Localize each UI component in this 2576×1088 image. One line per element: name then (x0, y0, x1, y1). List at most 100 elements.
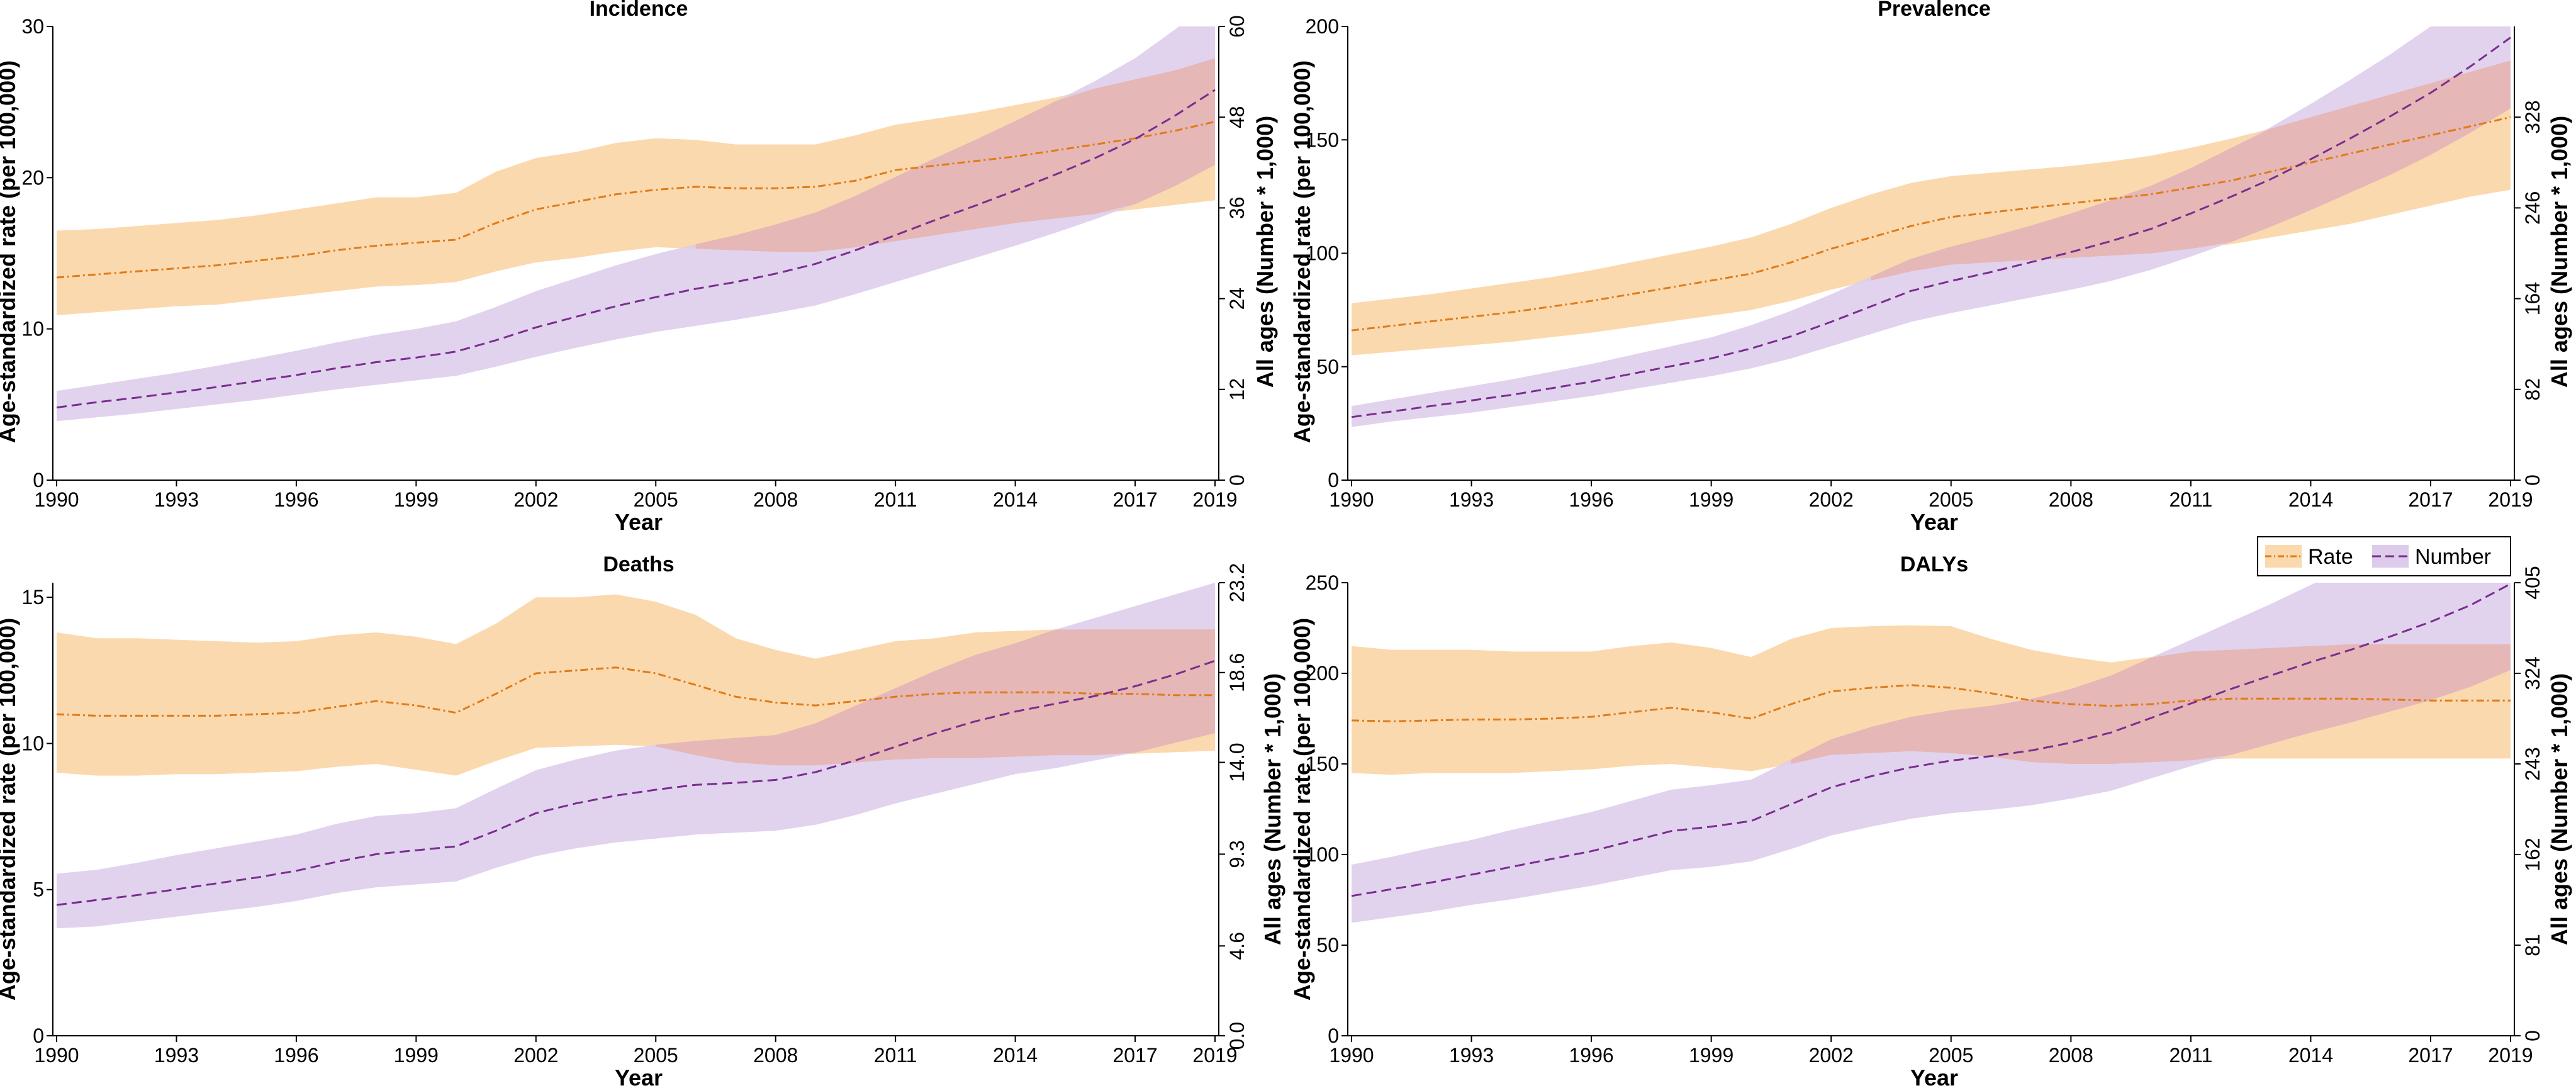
y2-tick-label: 82 (2521, 378, 2544, 401)
panel-title: Prevalence (1878, 0, 1991, 21)
x-tick-label: 1999 (1689, 488, 1733, 511)
left-y-axis-label: Age-standardized rate (per 100,000) (1289, 618, 1315, 1001)
x-tick-label: 2017 (2408, 488, 2453, 511)
y-tick-label: 0 (1328, 1024, 1339, 1047)
plot-area (1351, 26, 2511, 427)
x-tick-label: 2017 (1112, 1044, 1157, 1067)
x-tick-label: 2011 (2169, 488, 2212, 511)
y2-tick-label: 48 (1226, 106, 1248, 128)
x-axis-label: Year (1910, 509, 1958, 535)
x-tick-label: 2008 (753, 488, 798, 511)
rate-line (56, 666, 1215, 717)
x-tick-label: 1996 (274, 1044, 318, 1067)
x-tick-label: 2019 (1192, 488, 1237, 511)
number-line (56, 89, 1216, 409)
y-tick-label: 200 (1306, 662, 1339, 685)
x-tick-label: 2008 (753, 1044, 798, 1067)
y-tick-label: 30 (21, 15, 44, 38)
x-tick-label: 1990 (1329, 1044, 1374, 1067)
number-line (56, 659, 1216, 906)
rate-line (56, 120, 1216, 279)
legend: Rate Number (2257, 536, 2511, 576)
plot-area (1351, 583, 2511, 923)
right-y-axis-label: All ages (Number * 1,000) (1252, 116, 1278, 388)
right-y-axis-label: All ages (Number * 1,000) (2546, 673, 2572, 945)
x-tick-label: 2005 (1929, 1044, 1973, 1067)
x-tick-label: 2011 (874, 488, 917, 511)
y2-tick-label: 0.0 (1226, 1022, 1248, 1050)
panel-title: Deaths (603, 552, 674, 576)
x-axis-label: Year (1910, 1065, 1958, 1088)
x-tick-label: 1990 (34, 1044, 79, 1067)
dalys-panel: DALYs 1990 1993 1996 1999 2002 2005 2008 2011 20… (1289, 552, 2572, 1088)
right-y-axis-ticks: 0.0 4.6 9.3 14.0 18.6 23.2 (1219, 563, 1248, 1050)
x-tick-label: 1990 (1329, 488, 1374, 511)
y-tick-label: 15 (21, 586, 44, 608)
right-y-axis-ticks: 0 82 164 246 328 (2514, 101, 2544, 486)
left-y-axis-label: Age-standardized rate (per 100,000) (1289, 60, 1315, 443)
left-y-axis-label: Age-standardized rate (per 100,000) (0, 618, 20, 1001)
x-tick-label: 2014 (2288, 488, 2333, 511)
x-tick-label: 2002 (513, 488, 558, 511)
y2-tick-label: 36 (1226, 197, 1248, 220)
prevalence-panel: Prevalence 1990 1993 1996 1999 2002 2005 2008 2… (1289, 0, 2572, 535)
y2-tick-label: 4.6 (1226, 932, 1248, 960)
incidence-panel: Incidence 1990 1993 1996 1999 2002 2005 2008 20… (0, 0, 1278, 535)
y2-tick-label: 164 (2521, 282, 2544, 315)
y2-tick-label: 405 (2521, 566, 2544, 599)
deaths-panel: Deaths 1990 1993 1996 1999 2002 2005 2008 2011 2… (0, 552, 1285, 1088)
y2-tick-label: 9.3 (1226, 840, 1248, 868)
x-tick-label: 2014 (2288, 1044, 2333, 1067)
rate-uncertainty-band (1352, 60, 2511, 356)
right-y-axis-ticks: 0 81 162 243 324 405 (2514, 566, 2544, 1041)
x-tick-label: 2005 (634, 488, 678, 511)
x-tick-label: 2008 (2049, 1044, 2093, 1067)
y2-tick-label: 23.2 (1226, 563, 1248, 602)
rate-uncertainty-band (57, 58, 1215, 315)
y-tick-label: 0 (1328, 469, 1339, 491)
x-tick-label: 1990 (34, 488, 79, 511)
overlap-band (695, 58, 1215, 252)
y2-tick-label: 0 (1226, 474, 1248, 486)
left-y-axis-ticks: 0 5 10 15 (21, 586, 53, 1047)
x-tick-label: 2019 (2488, 488, 2533, 511)
y-tick-label: 10 (21, 318, 44, 340)
x-tick-label: 2019 (2488, 1044, 2533, 1067)
x-tick-label: 1999 (394, 488, 439, 511)
y-tick-label: 50 (1316, 934, 1339, 956)
left-y-axis-label: Age-standardized rate (per 100,000) (0, 60, 20, 443)
right-y-axis-label: All ages (Number * 1,000) (2546, 116, 2572, 388)
panel-title: DALYs (1900, 552, 1968, 576)
y2-tick-label: 0 (2521, 474, 2544, 486)
x-tick-label: 2019 (1192, 1044, 1237, 1067)
y-tick-label: 150 (1306, 753, 1339, 775)
x-tick-label: 2002 (513, 1044, 558, 1067)
x-tick-label: 1999 (394, 1044, 439, 1067)
rate-line (1351, 684, 2511, 722)
x-tick-label: 2005 (1929, 488, 1973, 511)
left-y-axis-ticks: 0 10 20 30 (21, 15, 53, 491)
x-tick-label: 1993 (154, 1044, 199, 1067)
y-tick-label: 0 (33, 1024, 44, 1047)
number-uncertainty-band (1352, 26, 2511, 427)
y-tick-label: 10 (21, 732, 44, 754)
x-tick-label: 2002 (1809, 1044, 1854, 1067)
y-tick-label: 20 (21, 166, 44, 189)
y-tick-label: 50 (1316, 356, 1339, 378)
x-tick-label: 1993 (154, 488, 199, 511)
right-y-axis-ticks: 0 12 24 36 48 60 (1219, 15, 1248, 486)
x-tick-label: 1996 (1569, 1044, 1614, 1067)
x-tick-label: 2002 (1809, 488, 1854, 511)
y2-tick-label: 162 (2521, 838, 2544, 871)
panel-title: Incidence (590, 0, 688, 21)
y2-tick-label: 81 (2521, 934, 2544, 956)
plot-area (56, 583, 1216, 929)
plot-area (56, 26, 1216, 422)
x-axis-label: Year (615, 1065, 663, 1088)
y2-tick-label: 246 (2521, 191, 2544, 225)
y-tick-label: 150 (1306, 128, 1339, 151)
left-y-axis-ticks: 0 50 100 150 200 250 (1306, 571, 1348, 1047)
x-tick-label: 2005 (634, 1044, 678, 1067)
x-tick-label: 2008 (2049, 488, 2093, 511)
